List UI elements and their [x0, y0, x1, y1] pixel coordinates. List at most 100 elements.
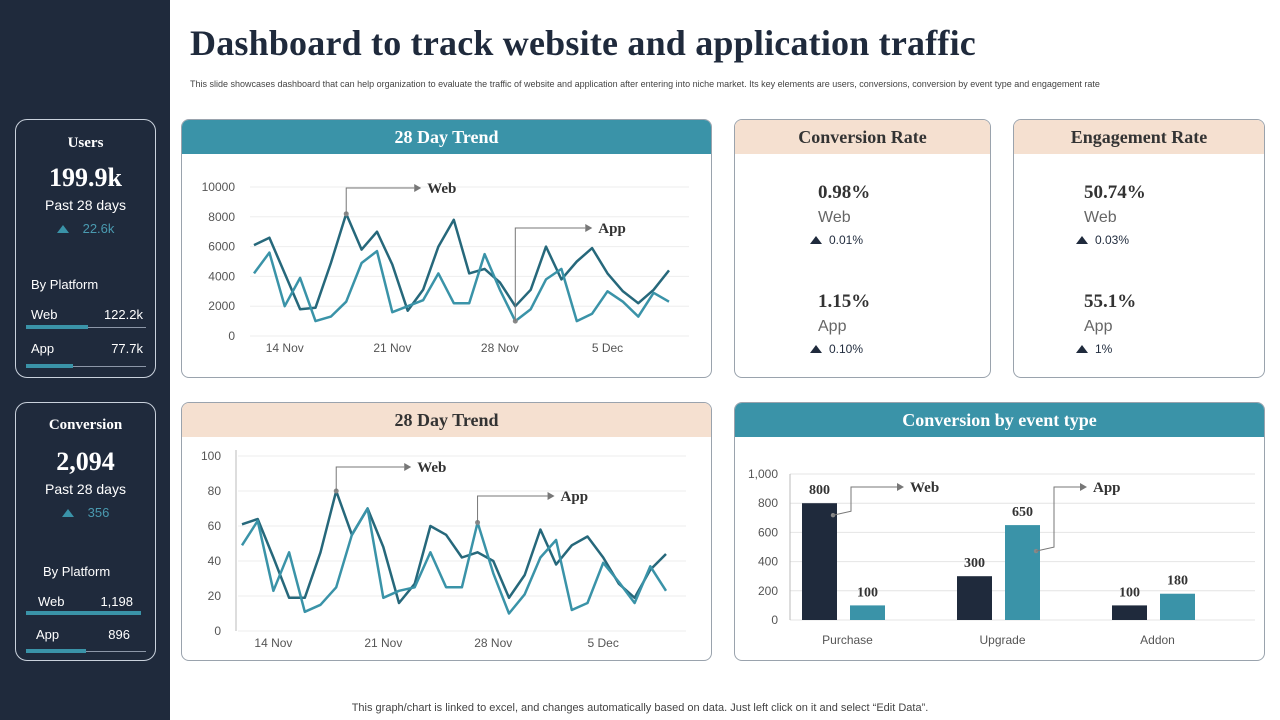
- bar-web-upgrade: [957, 576, 992, 620]
- rate-change: 0.03%: [1076, 233, 1146, 247]
- users-by-platform-label: By Platform: [31, 277, 99, 292]
- rate-value: 0.98%: [818, 182, 871, 203]
- bar-data-label: 100: [857, 585, 878, 600]
- trend-chart-users: 0 2000 4000 6000 8000 10000 14 Nov 21 Nov 28 Nov…: [202, 180, 689, 355]
- callout-line: [514, 227, 586, 322]
- bar-data-label: 100: [1119, 585, 1140, 600]
- callout-line: [335, 466, 405, 491]
- callout-arrow: [585, 224, 593, 232]
- rate-change: 1%: [1076, 342, 1136, 356]
- sidebar: [0, 0, 170, 720]
- trend-panel-title: 28 Day Trend: [182, 403, 711, 437]
- rate-change: 0.10%: [810, 342, 870, 356]
- platform-value: 896: [108, 627, 130, 642]
- y-tick-label: 800: [758, 496, 778, 510]
- y-tick-label: 40: [208, 554, 222, 568]
- series-line-app: [252, 249, 670, 323]
- engagement-rate-panel: Engagement Rate 50.74% Web 0.03% 55.1% A…: [1013, 119, 1265, 378]
- bar-web-purchase: [802, 503, 837, 620]
- trend-up-icon: [56, 224, 69, 233]
- trend-panel-conversion: 28 Day Trend 0 20 40 60 80 100 14 Nov 21 Nov 28 …: [181, 402, 712, 661]
- platform-label: App: [36, 627, 60, 642]
- users-delta: 22.6k: [16, 221, 155, 236]
- x-tick-label: Upgrade: [979, 633, 1025, 647]
- rate-platform: App: [1084, 318, 1113, 335]
- bar-data-label: 800: [809, 483, 830, 498]
- y-tick-label: 60: [208, 519, 222, 533]
- conversion-web-share-bar: [26, 611, 141, 615]
- y-tick-label: 6000: [208, 240, 235, 254]
- bar-app-addon: [1160, 593, 1195, 620]
- series-line-web: [253, 212, 670, 312]
- platform-label: Web: [31, 307, 58, 322]
- callout-label: Web: [910, 480, 939, 496]
- rate-platform: Web: [1084, 209, 1117, 226]
- callout-line: [345, 187, 415, 214]
- platform-divider: [26, 366, 146, 367]
- bar-data-label: 650: [1012, 505, 1033, 520]
- users-period: Past 28 days: [45, 197, 126, 213]
- event-type-bar-chart: 0 200 400 600 800 1,000 800 100 Purchase 300 650 Up…: [748, 467, 1255, 647]
- y-tick-label: 600: [758, 525, 778, 539]
- callout-arrow: [404, 463, 412, 471]
- conversion-card: Conversion 2,094 Past 28 days 356 By Pla…: [15, 402, 156, 661]
- users-delta-value: 22.6k: [82, 221, 115, 236]
- y-tick-label: 1,000: [748, 467, 778, 481]
- bar-data-label: 300: [964, 556, 985, 571]
- x-tick-label: 14 Nov: [266, 341, 304, 355]
- trend-up-icon: [1076, 345, 1088, 353]
- rate-change: 0.01%: [810, 233, 870, 247]
- conversion-period: Past 28 days: [45, 481, 126, 497]
- rate-value: 55.1%: [1084, 291, 1137, 312]
- users-card: Users 199.9k Past 28 days 22.6k By Platf…: [15, 119, 156, 378]
- callout-line: [477, 495, 548, 523]
- conversion-delta-value: 356: [87, 505, 110, 520]
- trend-up-icon: [810, 236, 822, 244]
- y-tick-label: 0: [228, 329, 235, 343]
- trend-up-icon: [61, 508, 74, 517]
- page-subtitle: This slide showcases dashboard that can …: [190, 79, 1100, 89]
- callout-label: App: [598, 221, 626, 237]
- y-tick-label: 0: [771, 613, 778, 627]
- engagement-rate-app: 55.1% App 1%: [1076, 291, 1137, 356]
- platform-value: 1,198: [100, 594, 133, 609]
- y-tick-label: 200: [758, 584, 778, 598]
- conversion-delta: 356: [16, 505, 155, 520]
- callout-label: Web: [417, 460, 446, 476]
- y-tick-label: 20: [208, 589, 222, 603]
- y-tick-label: 0: [214, 624, 221, 638]
- y-tick-label: 400: [758, 555, 778, 569]
- rate-change-value: 0.10%: [829, 342, 864, 356]
- y-tick-label: 8000: [208, 210, 235, 224]
- series-line-app: [240, 507, 668, 615]
- callout-arrow: [897, 483, 904, 491]
- conversion-by-platform-label: By Platform: [43, 564, 111, 579]
- x-tick-label: 21 Nov: [373, 341, 411, 355]
- trend-panel-users: 28 Day Trend 0 2000 4000 6000 8000 10000 14 No…: [181, 119, 712, 378]
- users-value: 199.9k: [49, 163, 122, 192]
- conversion-card-title: Conversion: [48, 417, 123, 433]
- x-tick-label: 5 Dec: [592, 341, 623, 355]
- page-title: Dashboard to track website and applicati…: [190, 23, 976, 63]
- rate-platform: App: [818, 318, 847, 335]
- event-type-title: Conversion by event type: [735, 403, 1264, 437]
- trend-chart-conversion: 0 20 40 60 80 100 14 Nov 21 Nov 28 Nov 5 Dec Web Ap…: [201, 449, 686, 650]
- rate-change-value: 1%: [1095, 342, 1113, 356]
- users-web-share-bar: [26, 325, 88, 329]
- trend-up-icon: [1076, 236, 1088, 244]
- bar-web-addon: [1112, 605, 1147, 620]
- callout-arrow: [414, 184, 422, 192]
- y-tick-label: 10000: [202, 180, 236, 194]
- platform-divider: [26, 651, 146, 652]
- callout-dot: [343, 211, 349, 217]
- x-tick-label: 21 Nov: [364, 636, 402, 650]
- rate-value: 1.15%: [818, 291, 871, 312]
- callout-line: [1035, 486, 1080, 552]
- x-tick-label: 5 Dec: [588, 636, 619, 650]
- x-tick-label: Addon: [1140, 633, 1175, 647]
- rate-value: 50.74%: [1084, 182, 1146, 203]
- users-app-share-bar: [26, 364, 73, 368]
- conversion-app-share-bar: [26, 649, 86, 653]
- y-tick-label: 100: [201, 449, 221, 463]
- y-tick-label: 2000: [208, 299, 235, 313]
